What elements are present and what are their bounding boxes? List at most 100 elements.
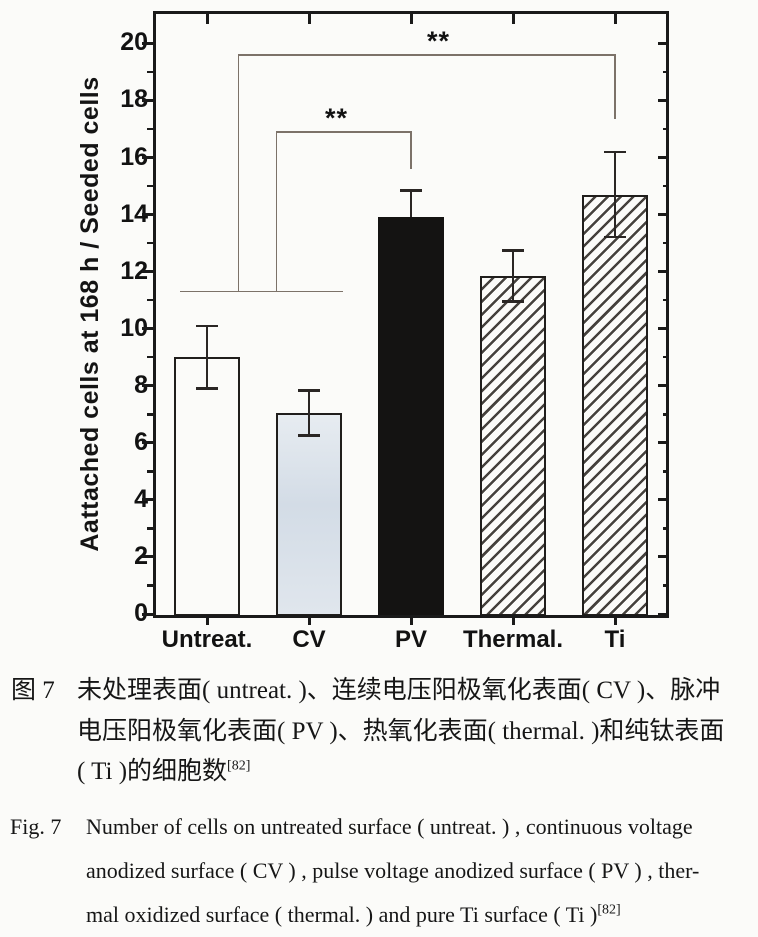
- error-cap-top-untreat: [196, 324, 218, 328]
- y-tick-right: [658, 270, 669, 274]
- figure-number-cn: 图 7: [11, 677, 55, 704]
- caption-line: anodized surface ( CV ) , pulse voltage …: [86, 858, 700, 883]
- y-tick-right: [658, 41, 669, 45]
- y-tick-right: [658, 327, 669, 331]
- y-tick-right: [658, 384, 669, 388]
- x-tick-top-untreat: [205, 14, 209, 24]
- error-cap-top-cv: [298, 389, 320, 392]
- y-tick-left: [147, 355, 153, 359]
- category-label-cv: CV: [292, 626, 326, 653]
- y-tick-left: [142, 498, 153, 502]
- significance-label: **: [325, 102, 349, 133]
- x-tick-bottom-cv: [307, 617, 311, 625]
- x-tick-top-pv: [409, 14, 413, 24]
- significance-line: [275, 131, 412, 133]
- significance-line: [237, 53, 616, 56]
- error-cap-bottom-ti: [604, 235, 626, 239]
- caption-english: Fig. 7 Number of cells on untreated surf…: [10, 805, 756, 937]
- significance-line: [237, 54, 240, 292]
- y-tick-right: [658, 612, 669, 616]
- y-tick-label: 2: [94, 542, 148, 571]
- y-tick-left: [147, 241, 153, 245]
- error-cap-bottom-untreat: [196, 387, 218, 390]
- y-tick-left: [147, 413, 153, 416]
- y-tick-right: [658, 98, 669, 102]
- significance-line: [614, 54, 616, 119]
- bar-pv: [378, 217, 444, 616]
- error-cap-top-thermal: [502, 249, 524, 252]
- bar-ti: [582, 194, 648, 616]
- y-tick-right: [658, 213, 669, 217]
- significance-label: **: [427, 25, 451, 56]
- x-tick-bottom-pv: [409, 617, 413, 625]
- y-tick-left: [147, 298, 153, 302]
- reference-marker: [82]: [597, 902, 621, 918]
- x-tick-bottom-ti: [613, 617, 617, 625]
- x-tick-bottom-thermal: [511, 617, 515, 625]
- y-tick-left: [147, 584, 153, 587]
- caption-line-text: ( Ti )的细胞数: [77, 758, 228, 785]
- bar-untreat: [174, 357, 240, 616]
- y-tick-right: [663, 241, 669, 245]
- x-tick-bottom-untreat: [205, 617, 209, 625]
- y-tick-left: [147, 527, 153, 530]
- category-label-thermal: Thermal.: [462, 626, 564, 653]
- y-tick-right: [663, 584, 669, 587]
- y-tick-label: 12: [120, 256, 148, 285]
- reference-marker: [82]: [227, 758, 251, 774]
- x-tick-top-ti: [613, 14, 617, 24]
- y-tick-left: [147, 470, 153, 473]
- y-tick-right: [658, 441, 669, 445]
- y-tick-left: [147, 70, 153, 74]
- y-tick-right: [658, 555, 669, 559]
- y-tick-left: [147, 184, 153, 188]
- error-cap-top-ti: [604, 150, 626, 154]
- y-tick-right: [663, 298, 669, 302]
- error-cap-bottom-cv: [298, 434, 320, 437]
- significance-line: [179, 290, 344, 293]
- y-tick-left: [142, 612, 153, 616]
- category-label-ti: Ti: [604, 626, 626, 653]
- y-tick-label: 18: [120, 85, 148, 114]
- y-tick-label: 6: [94, 428, 148, 457]
- y-tick-right: [663, 70, 669, 74]
- figure-number-en: Fig. 7: [10, 814, 62, 839]
- error-cap-bottom-thermal: [502, 300, 524, 303]
- y-tick-right: [663, 355, 669, 359]
- caption-chinese-body: 未处理表面( untreat. )、连续电压阳极氧化表面( CV )、脉冲 电压…: [77, 671, 755, 793]
- x-tick-top-cv: [307, 14, 311, 24]
- y-tick-right: [663, 470, 669, 473]
- significance-line: [410, 131, 412, 169]
- caption-line: mal oxidized surface ( thermal. ) and pu…: [86, 893, 756, 937]
- bar-thermal: [480, 275, 546, 616]
- caption-line: 未处理表面( untreat. )、连续电压阳极氧化表面( CV )、脉冲: [77, 677, 721, 704]
- y-tick-label: 0: [94, 599, 148, 628]
- error-bar-cv: [307, 390, 311, 436]
- error-bar-thermal: [511, 250, 515, 302]
- y-tick-right: [663, 127, 669, 131]
- y-tick-label: 8: [94, 371, 148, 400]
- category-label-pv: PV: [394, 626, 427, 653]
- y-tick-right: [658, 498, 669, 502]
- y-tick-left: [142, 156, 153, 159]
- significance-line: [275, 131, 278, 292]
- y-tick-left: [142, 327, 153, 331]
- y-tick-left: [142, 270, 153, 274]
- y-tick-right: [663, 527, 669, 530]
- y-tick-label: 4: [94, 485, 148, 514]
- y-tick-label: 10: [120, 313, 148, 342]
- y-tick-left: [142, 384, 153, 388]
- caption-chinese: 图 7 未处理表面( untreat. )、连续电压阳极氧化表面( CV )、脉…: [11, 671, 755, 793]
- error-bar-pv: [409, 190, 413, 218]
- y-tick-left: [142, 41, 153, 45]
- caption-line: 电压阳极氧化表面( PV )、热氧化表面( thermal. )和纯钛表面: [77, 717, 725, 745]
- caption-line: ( Ti )的细胞数[82]: [77, 752, 755, 793]
- y-tick-left: [147, 127, 153, 131]
- caption-line-text: mal oxidized surface ( thermal. ) and pu…: [86, 902, 598, 927]
- x-tick-top-thermal: [511, 14, 515, 24]
- bar-cv: [276, 412, 342, 616]
- bar-chart: Aattached cells at 168 h / Seeded cells …: [76, 11, 669, 653]
- caption-english-body: Number of cells on untreated surface ( u…: [86, 805, 756, 937]
- y-tick-left: [142, 213, 153, 217]
